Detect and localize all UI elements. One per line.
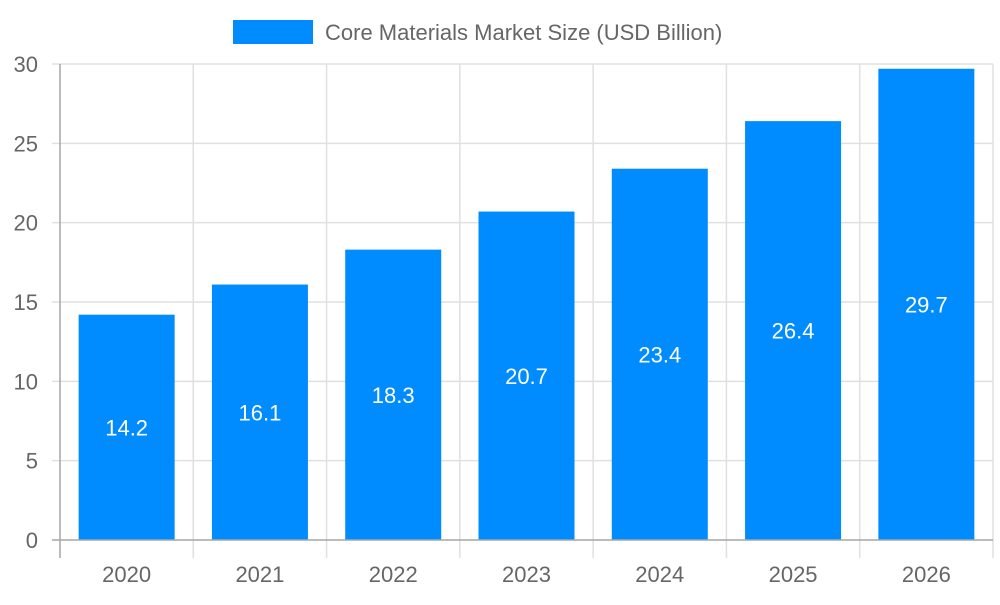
bar [611,168,708,540]
y-tick-label: 15 [14,290,38,315]
bar [211,284,308,540]
data-label: 26.4 [772,319,815,344]
data-label: 29.7 [905,292,948,317]
legend-label: Core Materials Market Size (USD Billion) [325,20,722,45]
x-tick-label: 2024 [635,562,684,587]
y-tick-label: 10 [14,369,38,394]
y-tick-label: 20 [14,211,38,236]
grid [52,63,994,558]
data-label: 18.3 [372,383,415,408]
x-tick-label: 2026 [902,562,951,587]
y-tick-label: 25 [14,131,38,156]
bars: 14.2 16.1 18.3 20.7 23.4 26.4 29.7 [78,68,975,541]
bar [345,249,442,540]
bar [878,68,975,540]
x-tick-label: 2023 [502,562,551,587]
data-label: 14.2 [105,415,148,440]
data-label: 20.7 [505,364,548,389]
x-tick-label: 2020 [102,562,151,587]
legend-swatch [233,20,313,44]
y-tick-label: 30 [14,52,38,77]
x-tick-label: 2021 [235,562,284,587]
legend[interactable]: Core Materials Market Size (USD Billion) [233,20,722,45]
bar [745,121,842,541]
y-tick-label: 5 [26,449,38,474]
x-tick-label: 2022 [369,562,418,587]
data-label: 16.1 [239,400,282,425]
x-tick-label: 2025 [769,562,818,587]
bar [78,314,175,540]
data-label: 23.4 [638,342,681,367]
bar [478,211,575,540]
y-tick-label: 0 [26,528,38,553]
